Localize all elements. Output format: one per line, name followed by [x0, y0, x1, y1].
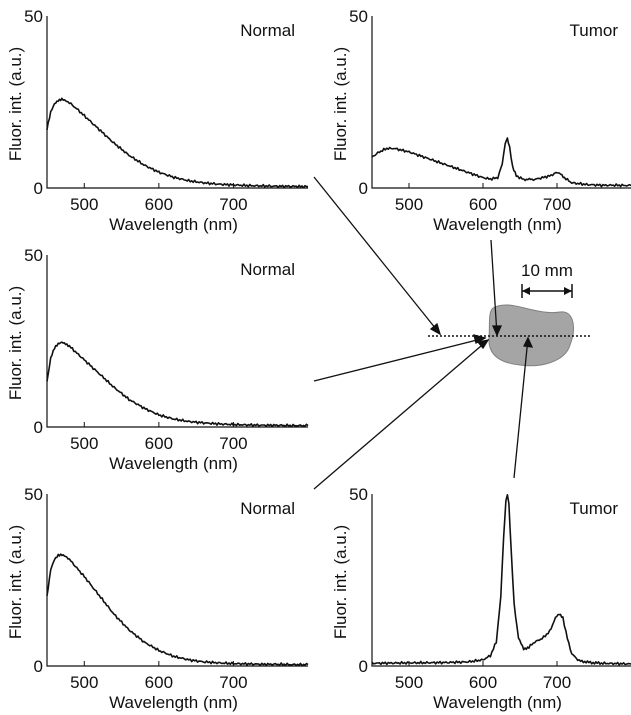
x-tick-label: 600: [145, 673, 173, 692]
y-axis-label: Fluor. int. (a.u.): [331, 525, 350, 639]
spectrum-panel-2: 500 600 700 0 50 Wavelength (nm) Fluor. int. (…: [331, 7, 631, 234]
panel-title: Normal: [240, 260, 295, 279]
panel-title: Normal: [240, 21, 295, 40]
y-tick-label: 0: [359, 657, 368, 676]
axes-frame: [371, 16, 631, 189]
x-axis-label: Wavelength (nm): [109, 215, 238, 234]
y-axis-label: Fluor. int. (a.u.): [6, 47, 25, 161]
x-tick-label: 500: [395, 195, 423, 214]
x-tick-label: 500: [395, 673, 423, 692]
x-axis-label: Wavelength (nm): [433, 215, 562, 234]
spectrum-panel-5: 500 600 700 0 50 Wavelength (nm) Fluor. int. (…: [331, 485, 631, 712]
axes-frame: [46, 494, 308, 667]
y-axis-label: Fluor. int. (a.u.): [6, 525, 25, 639]
y-axis-label: Fluor. int. (a.u.): [331, 47, 350, 161]
y-tick-label: 50: [24, 7, 43, 26]
x-tick-label: 600: [145, 195, 173, 214]
x-tick-label: 700: [543, 195, 571, 214]
arrow-normal-middle: [313, 337, 486, 382]
spectrum-panel-3: 500 600 700 0 50 Wavelength (nm) Fluor. int. (…: [6, 246, 309, 473]
axes-frame: [46, 16, 308, 189]
y-tick-label: 50: [24, 485, 43, 504]
x-axis-label: Wavelength (nm): [433, 693, 562, 712]
x-tick-label: 500: [70, 195, 98, 214]
x-axis-label: Wavelength (nm): [109, 454, 238, 473]
y-tick-label: 50: [349, 7, 368, 26]
axes-frame: [371, 494, 631, 667]
spectrum-line: [46, 341, 309, 428]
tissue-schematic: 10 mm: [313, 176, 590, 490]
y-tick-label: 0: [34, 418, 43, 437]
spectrum-line: [371, 494, 631, 666]
spectrum-panel-1: 500 600 700 0 50 Wavelength (nm) Fluor. int. (…: [6, 7, 308, 234]
x-tick-label: 700: [543, 673, 571, 692]
spectrum-line: [371, 137, 631, 188]
y-tick-label: 0: [34, 657, 43, 676]
y-axis-label: Fluor. int. (a.u.): [6, 286, 25, 400]
spectrum-line: [46, 553, 309, 667]
y-tick-label: 0: [34, 179, 43, 198]
arrow-normal-top: [313, 176, 441, 335]
scale-bar: 10 mm: [521, 261, 573, 298]
x-tick-label: 700: [219, 195, 247, 214]
panel-title: Tumor: [570, 21, 619, 40]
x-tick-label: 700: [219, 673, 247, 692]
spectrum-panel-4: 500 600 700 0 50 Wavelength (nm) Fluor. int. (…: [6, 485, 309, 712]
arrow-normal-bottom: [313, 339, 489, 490]
pointer-arrows: [313, 176, 534, 490]
x-axis-label: Wavelength (nm): [109, 693, 238, 712]
arrow-tumor-bottom: [513, 337, 529, 479]
panel-title: Normal: [240, 499, 295, 518]
x-tick-label: 500: [70, 673, 98, 692]
panel-title: Tumor: [570, 499, 619, 518]
x-tick-label: 600: [469, 195, 497, 214]
spectrum-line: [46, 97, 308, 189]
x-tick-label: 600: [145, 434, 173, 453]
axes-frame: [46, 255, 308, 428]
x-tick-label: 500: [70, 434, 98, 453]
y-tick-label: 50: [349, 485, 368, 504]
y-tick-label: 50: [24, 246, 43, 265]
x-tick-label: 600: [469, 673, 497, 692]
y-tick-label: 0: [359, 179, 368, 198]
scale-bar-label: 10 mm: [521, 261, 573, 280]
x-tick-label: 700: [219, 434, 247, 453]
arrow-tumor-top: [490, 239, 498, 336]
